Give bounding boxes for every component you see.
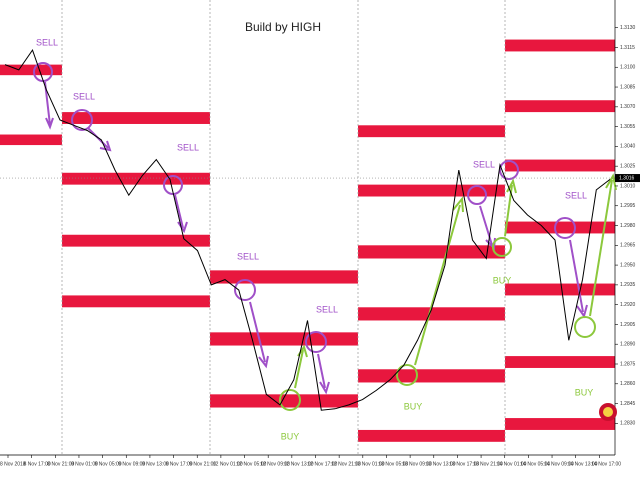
x-tick-label: 13 Nov 01:00 [355, 461, 385, 467]
x-tick-label: 12 Nov 13:00 [284, 461, 314, 467]
x-tick-label: 14 Nov 05:00 [520, 461, 550, 467]
x-tick-label: 9 Nov 05:00 [95, 461, 122, 467]
zone [505, 100, 615, 113]
zone [358, 245, 505, 259]
y-tick-label: 1.3055 [620, 124, 636, 130]
zone [210, 270, 358, 284]
zone [358, 307, 505, 321]
x-tick-label: 14 Nov 01:00 [497, 461, 527, 467]
annotation: SELL [237, 251, 259, 261]
x-tick-label: 13 Nov 21:00 [473, 461, 503, 467]
y-tick-label: 1.3040 [620, 144, 636, 150]
y-tick-label: 1.3085 [620, 84, 636, 90]
x-tick-label: 14 Nov 17:00 [591, 461, 621, 467]
logo-center [603, 407, 613, 417]
price-line [4, 49, 611, 411]
y-tick-label: 1.3070 [620, 104, 636, 110]
logo [599, 403, 617, 421]
y-tick-label: 1.2980 [620, 223, 636, 229]
zone [358, 429, 505, 442]
zone [505, 356, 615, 368]
y-tick-label: 1.2995 [620, 203, 636, 209]
zones [0, 39, 615, 442]
annotation: SELL [36, 37, 58, 47]
x-tick-label: 13 Nov 05:00 [378, 461, 408, 467]
annotation: SELL [316, 304, 338, 314]
annotation: BUY [281, 431, 300, 441]
y-tick-label: 1.3115 [620, 45, 635, 51]
y-tick-label: 1.2965 [620, 243, 636, 249]
chart-title: Build by HIGH [245, 20, 321, 34]
annotation: BUY [575, 387, 594, 397]
zone [505, 221, 615, 234]
y-tick-label: 1.2860 [620, 381, 636, 387]
zone [358, 184, 505, 197]
x-tick-label: 9 Nov 01:00 [71, 461, 98, 467]
zone [62, 112, 210, 124]
zone [505, 159, 615, 172]
y-tick-label: 1.2935 [620, 282, 636, 288]
annotation: BUY [404, 401, 423, 411]
zone [210, 332, 358, 346]
zone [210, 394, 358, 408]
zone [505, 418, 615, 430]
zone [62, 234, 210, 247]
annotation: BUY [493, 275, 512, 285]
x-tick-label: 9 Nov 09:00 [118, 461, 145, 467]
x-tick-label: 13 Nov 09:00 [402, 461, 432, 467]
x-tick-label: 12 Nov 01:00 [213, 461, 243, 467]
buy-marks [279, 173, 617, 411]
y-tick-label: 1.3130 [620, 25, 636, 31]
x-tick-label: 12 Nov 05:00 [237, 461, 267, 467]
zone [0, 134, 62, 146]
x-tick-label: 8 Nov 21:00 [47, 461, 74, 467]
zone [0, 64, 62, 76]
annotation: SELL [473, 159, 495, 169]
y-tick-label: 1.3010 [620, 183, 636, 189]
y-tick-label: 1.2905 [620, 322, 636, 328]
y-tick-label: 1.2950 [620, 262, 636, 268]
x-tick-label: 8 Nov 2018 [0, 461, 26, 467]
y-tick-label: 1.2920 [620, 302, 636, 308]
annotation: SELL [73, 91, 95, 101]
zone [358, 369, 505, 383]
y-tick-label: 1.2845 [620, 401, 636, 407]
x-tick-label: 13 Nov 13:00 [426, 461, 456, 467]
y-tick-label: 1.3100 [620, 65, 636, 71]
x-tick-label: 9 Nov 21:00 [189, 461, 216, 467]
y-tick-label: 1.2890 [620, 342, 636, 348]
zone [62, 172, 210, 185]
x-tick-label: 13 Nov 17:00 [449, 461, 479, 467]
x-tick-label: 14 Nov 13:00 [568, 461, 598, 467]
zone [505, 283, 615, 296]
current-price-box [615, 174, 640, 183]
zone [358, 125, 505, 138]
zone [505, 39, 615, 52]
annotation: SELL [565, 190, 587, 200]
x-tick-label: 12 Nov 17:00 [308, 461, 338, 467]
current-price-label: 1.3016 [619, 175, 635, 181]
annotation: SELL [177, 142, 199, 152]
x-tick-label: 8 Nov 17:00 [24, 461, 51, 467]
x-tick-label: 9 Nov 13:00 [142, 461, 169, 467]
y-tick-label: 1.2830 [620, 421, 636, 427]
x-tick-label: 9 Nov 17:00 [166, 461, 193, 467]
overlays [33, 62, 617, 411]
y-tick-label: 1.3025 [620, 164, 636, 170]
x-tick-label: 12 Nov 09:00 [260, 461, 290, 467]
x-tick-label: 12 Nov 21:00 [331, 461, 361, 467]
x-tick-label: 14 Nov 09:00 [544, 461, 574, 467]
y-tick-label: 1.2875 [620, 361, 636, 367]
zone [62, 295, 210, 308]
